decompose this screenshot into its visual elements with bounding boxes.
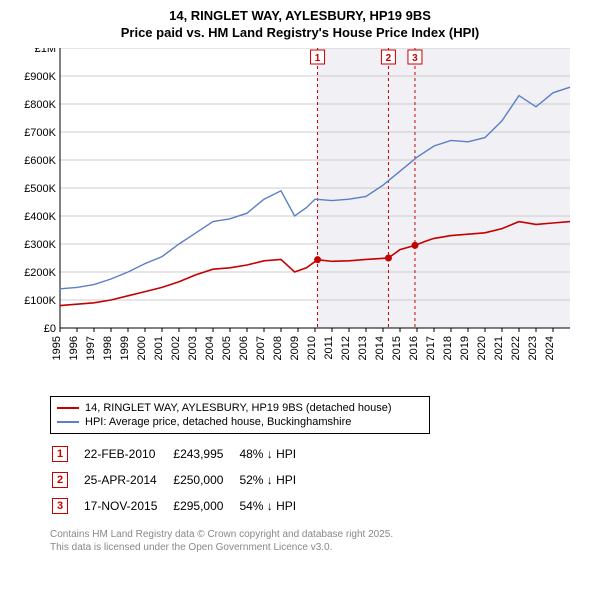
svg-text:2018: 2018: [442, 336, 454, 360]
marker-num-1: 2: [52, 472, 68, 488]
legend-swatch-0: [57, 407, 79, 409]
svg-text:2003: 2003: [187, 336, 199, 360]
svg-text:2023: 2023: [527, 336, 539, 360]
svg-text:2009: 2009: [289, 336, 301, 360]
svg-text:2004: 2004: [204, 336, 216, 360]
marker-row-0: 1 22-FEB-2010 £243,995 48% ↓ HPI: [52, 442, 310, 466]
svg-text:2013: 2013: [357, 336, 369, 360]
svg-text:1: 1: [315, 53, 321, 64]
title-line-2: Price paid vs. HM Land Registry's House …: [10, 25, 590, 42]
svg-text:2020: 2020: [476, 336, 488, 360]
svg-text:£100K: £100K: [24, 295, 56, 307]
svg-text:2022: 2022: [510, 336, 522, 360]
marker-date-1: 25-APR-2014: [84, 468, 171, 492]
svg-text:2006: 2006: [238, 336, 250, 360]
svg-text:2012: 2012: [340, 336, 352, 360]
title-line-1: 14, RINGLET WAY, AYLESBURY, HP19 9BS: [10, 8, 590, 25]
marker-pct-2: 54% ↓ HPI: [239, 494, 310, 518]
marker-row-2: 3 17-NOV-2015 £295,000 54% ↓ HPI: [52, 494, 310, 518]
svg-text:2001: 2001: [153, 336, 165, 360]
svg-text:2: 2: [386, 53, 392, 64]
svg-text:2000: 2000: [136, 336, 148, 360]
svg-text:1996: 1996: [68, 336, 80, 360]
svg-text:1999: 1999: [119, 336, 131, 360]
svg-text:£500K: £500K: [24, 183, 56, 195]
svg-text:1997: 1997: [85, 336, 97, 360]
svg-text:£400K: £400K: [24, 211, 56, 223]
svg-text:2011: 2011: [323, 336, 335, 360]
footer-line-1: Contains HM Land Registry data © Crown c…: [50, 528, 590, 541]
svg-text:£1M: £1M: [35, 48, 56, 55]
marker-price-2: £295,000: [173, 494, 237, 518]
svg-text:1998: 1998: [102, 336, 114, 360]
svg-text:2016: 2016: [408, 336, 420, 360]
svg-text:£0: £0: [44, 323, 56, 335]
svg-text:2007: 2007: [255, 336, 267, 360]
legend-label-0: 14, RINGLET WAY, AYLESBURY, HP19 9BS (de…: [85, 402, 392, 414]
footer-line-2: This data is licensed under the Open Gov…: [50, 541, 590, 554]
svg-text:2002: 2002: [170, 336, 182, 360]
svg-text:2021: 2021: [493, 336, 505, 360]
marker-date-0: 22-FEB-2010: [84, 442, 171, 466]
legend-box: 14, RINGLET WAY, AYLESBURY, HP19 9BS (de…: [50, 396, 430, 434]
svg-text:2008: 2008: [272, 336, 284, 360]
marker-num-0: 1: [52, 446, 68, 462]
svg-text:£800K: £800K: [24, 99, 56, 111]
marker-date-2: 17-NOV-2015: [84, 494, 171, 518]
plot-svg: £0 £100K £200K £300K £400K £500K £600K £700K £80…: [20, 48, 580, 388]
legend-label-1: HPI: Average price, detached house, Buck…: [85, 416, 351, 428]
markers-table: 1 22-FEB-2010 £243,995 48% ↓ HPI 2 25-AP…: [50, 440, 312, 520]
chart-area: £0 £100K £200K £300K £400K £500K £600K £700K £80…: [20, 48, 580, 388]
marker-price-1: £250,000: [173, 468, 237, 492]
marker-pct-0: 48% ↓ HPI: [239, 442, 310, 466]
legend-row-0: 14, RINGLET WAY, AYLESBURY, HP19 9BS (de…: [57, 401, 423, 415]
marker-pct-1: 52% ↓ HPI: [239, 468, 310, 492]
svg-text:2019: 2019: [459, 336, 471, 360]
marker-row-1: 2 25-APR-2014 £250,000 52% ↓ HPI: [52, 468, 310, 492]
svg-text:£900K: £900K: [24, 71, 56, 83]
legend-swatch-1: [57, 421, 79, 423]
svg-text:2014: 2014: [374, 336, 386, 360]
svg-text:2024: 2024: [544, 336, 556, 360]
svg-text:3: 3: [412, 53, 418, 64]
svg-text:£300K: £300K: [24, 239, 56, 251]
chart-container: 14, RINGLET WAY, AYLESBURY, HP19 9BS Pri…: [0, 0, 600, 562]
svg-text:£200K: £200K: [24, 267, 56, 279]
svg-text:£600K: £600K: [24, 155, 56, 167]
svg-text:2015: 2015: [391, 336, 403, 360]
svg-text:1995: 1995: [51, 336, 63, 360]
svg-text:2005: 2005: [221, 336, 233, 360]
marker-price-0: £243,995: [173, 442, 237, 466]
svg-text:2017: 2017: [425, 336, 437, 360]
footer-note: Contains HM Land Registry data © Crown c…: [50, 528, 590, 554]
marker-num-2: 3: [52, 498, 68, 514]
svg-text:£700K: £700K: [24, 127, 56, 139]
legend-row-1: HPI: Average price, detached house, Buck…: [57, 415, 423, 429]
title-block: 14, RINGLET WAY, AYLESBURY, HP19 9BS Pri…: [10, 8, 590, 42]
svg-text:2010: 2010: [306, 336, 318, 360]
